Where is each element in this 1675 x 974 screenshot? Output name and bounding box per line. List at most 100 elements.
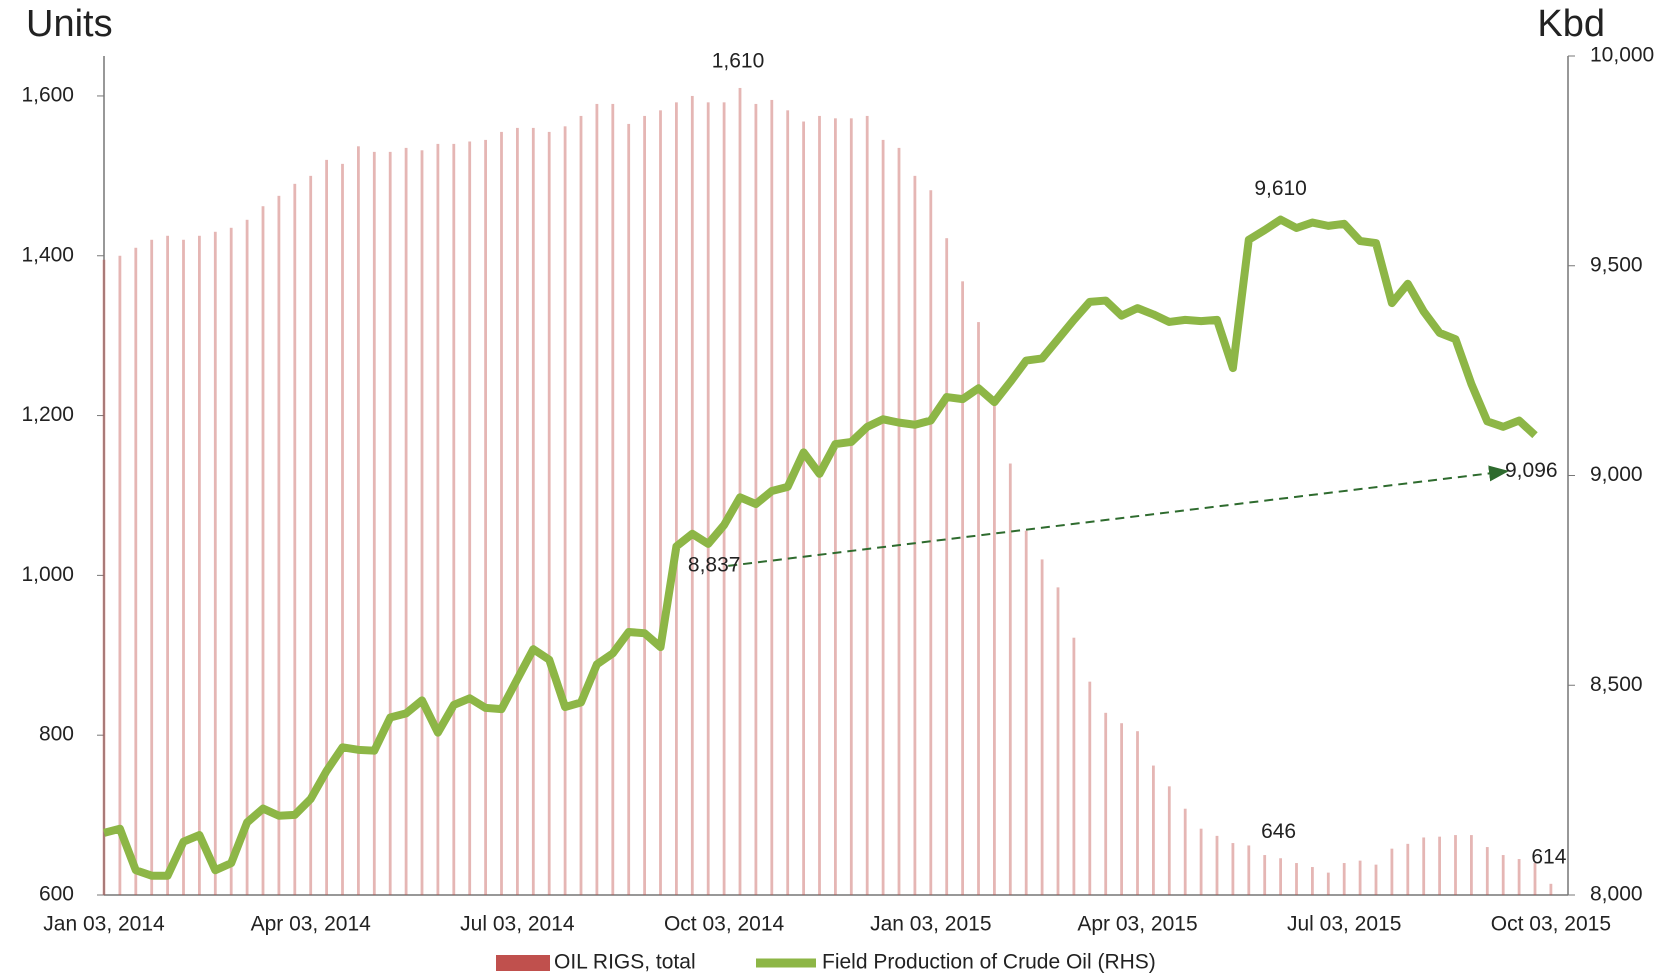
bar [1422, 837, 1426, 895]
y2-tick-label: 8,000 [1590, 883, 1643, 906]
line-value-label: 9,610 [1254, 177, 1307, 200]
bar [1104, 712, 1108, 895]
bar [722, 102, 726, 895]
bar [579, 115, 583, 895]
bar [102, 259, 106, 895]
x-tick-label: Apr 03, 2014 [251, 913, 372, 936]
bar [818, 115, 821, 895]
bar [1501, 855, 1505, 895]
legend-label: Field Production of Crude Oil (RHS) [822, 951, 1156, 974]
bar [865, 115, 869, 895]
bar [372, 151, 376, 895]
bar-value-label: 614 [1531, 845, 1566, 868]
bar [325, 159, 328, 895]
bar [802, 121, 805, 895]
bar [198, 235, 201, 896]
bar [1183, 808, 1187, 895]
bar [1247, 845, 1251, 895]
bar [452, 143, 456, 895]
bar [834, 118, 837, 896]
bar [1215, 835, 1219, 895]
bar [1454, 835, 1457, 895]
bar [929, 190, 933, 896]
bar [993, 397, 996, 895]
legend-label: OIL RIGS, total [554, 951, 696, 974]
bar [659, 110, 662, 896]
y-tick-label: 1,400 [21, 243, 74, 266]
bar [1374, 864, 1378, 895]
bar [1263, 855, 1267, 895]
bar [1279, 858, 1282, 895]
bar [500, 131, 503, 895]
y-tick-label: 800 [39, 723, 74, 746]
y-tick-label: 1,000 [21, 563, 74, 586]
x-tick-label: Jul 03, 2015 [1287, 913, 1401, 936]
x-tick-label: Jan 03, 2014 [43, 913, 165, 936]
bar [436, 143, 440, 895]
bar [1167, 786, 1171, 895]
bar [118, 255, 122, 895]
bar [738, 87, 742, 895]
y-axis-title: Units [26, 3, 113, 45]
bar [245, 219, 249, 896]
bar-value-label: 646 [1261, 820, 1296, 843]
bar [897, 147, 901, 895]
bar [1295, 863, 1298, 895]
bar [388, 151, 392, 895]
bar [531, 127, 535, 895]
bar [277, 195, 281, 896]
bar [1342, 863, 1346, 895]
bar [1549, 883, 1553, 895]
bar [706, 102, 710, 895]
bar-value-label: 1,610 [712, 50, 765, 73]
bar [945, 238, 949, 895]
bar [595, 103, 599, 895]
bar [261, 206, 265, 895]
bar [309, 175, 313, 895]
bar [1072, 637, 1076, 895]
bar [627, 123, 631, 895]
bar [293, 183, 297, 895]
bar [341, 163, 344, 895]
bar [675, 102, 678, 895]
bar [1390, 848, 1394, 895]
y2-tick-label: 10,000 [1590, 44, 1654, 67]
bar [690, 95, 694, 895]
line-value-label: 9,096 [1505, 459, 1558, 482]
y-tick-label: 600 [39, 883, 74, 906]
x-tick-label: Apr 03, 2015 [1077, 913, 1197, 936]
bar [404, 147, 408, 895]
bar [643, 115, 646, 895]
bar [1056, 587, 1060, 895]
bar [1406, 843, 1410, 895]
bar [1120, 723, 1123, 895]
annotation-arrow [728, 465, 1509, 567]
bar [229, 227, 233, 896]
bar [1088, 681, 1092, 895]
bar [961, 281, 964, 895]
x-tick-label: Jul 03, 2014 [460, 913, 575, 936]
bar [770, 99, 774, 895]
bar [516, 127, 519, 895]
bar [1152, 765, 1155, 895]
bar [547, 131, 551, 895]
bar [913, 175, 917, 895]
bar [563, 126, 567, 896]
y2-tick-label: 9,500 [1590, 253, 1643, 276]
bar [420, 150, 424, 896]
x-tick-label: Oct 03, 2014 [664, 913, 785, 936]
bar [1517, 859, 1521, 895]
bar [484, 139, 487, 895]
x-tick-label: Jan 03, 2015 [870, 913, 991, 936]
bar [182, 239, 185, 895]
y2-tick-label: 8,500 [1590, 673, 1643, 696]
bar [1470, 835, 1473, 895]
y-tick-label: 1,600 [21, 83, 74, 106]
bar [1231, 843, 1235, 895]
bar [1136, 731, 1139, 895]
bar [977, 322, 980, 895]
bar [1311, 867, 1314, 895]
bar [166, 235, 169, 896]
